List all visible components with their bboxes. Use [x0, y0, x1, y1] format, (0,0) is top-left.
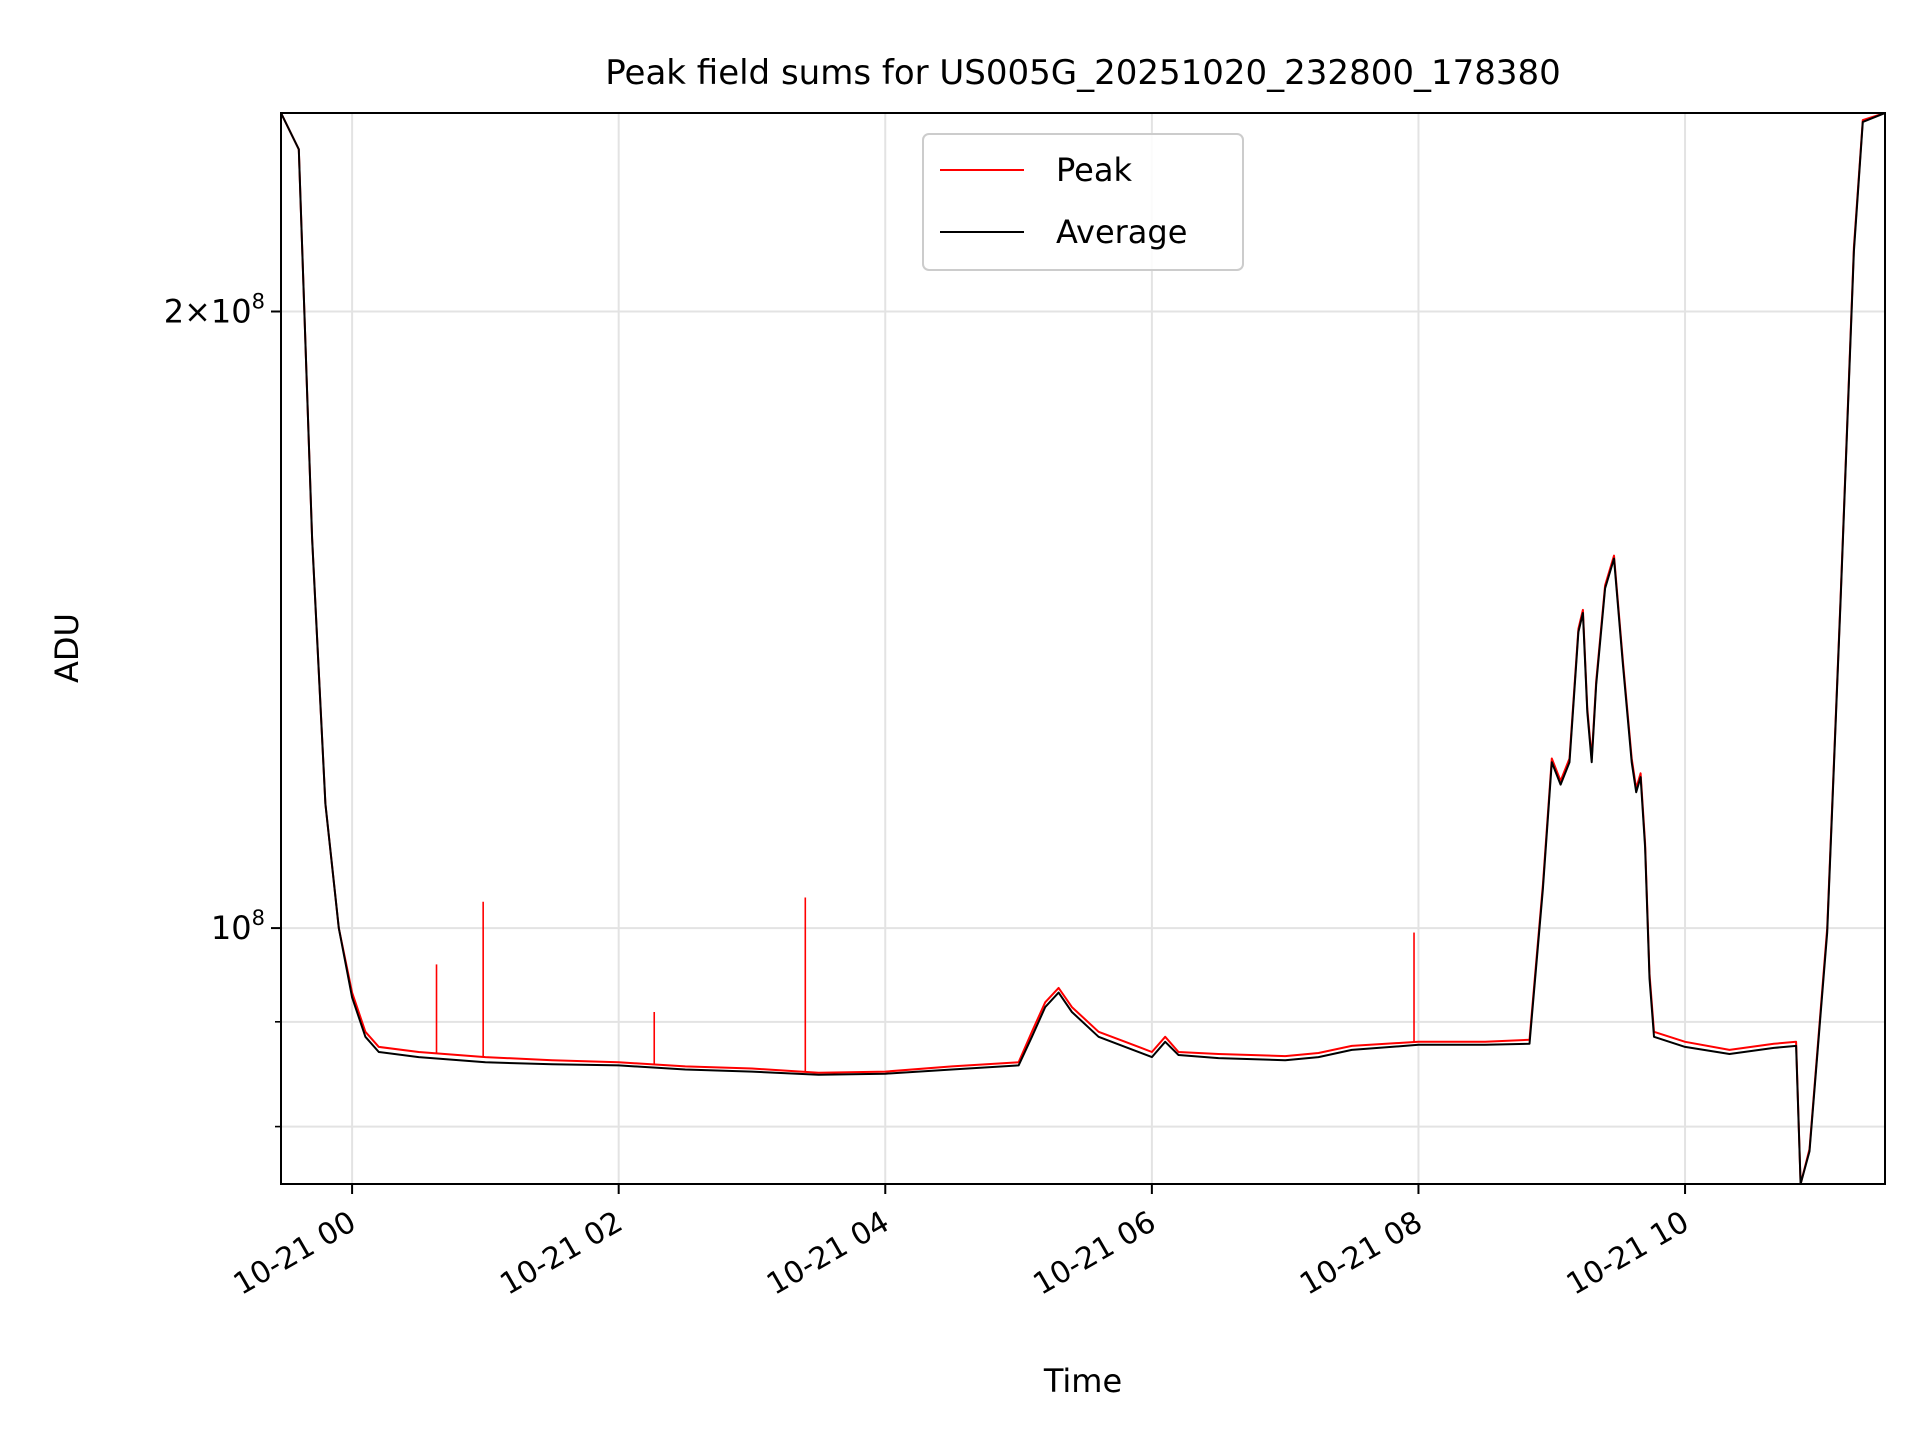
x-tick-label: 10-21 06 [1028, 1205, 1162, 1303]
plot-frame [280, 112, 1886, 1185]
x-tick-label: 10-21 08 [1294, 1205, 1428, 1303]
y-axis: 108 2×108 [164, 289, 281, 1128]
y-tick-label: 108 [211, 906, 265, 947]
legend: Peak Average [922, 133, 1244, 271]
x-axis-label: Time [1043, 1362, 1122, 1400]
legend-label: Average [1056, 213, 1187, 251]
y-tick-label: 2×108 [164, 289, 265, 330]
x-tick-label: 10-21 10 [1561, 1205, 1695, 1303]
y-axis-label: ADU [48, 613, 86, 683]
x-tick-label: 10-21 04 [761, 1205, 895, 1303]
x-axis: 10-21 00 10-21 02 10-21 04 10-21 06 10-21 08… [228, 1184, 1695, 1302]
series-line-peak [281, 113, 1885, 1184]
grid [281, 113, 1885, 1184]
x-tick-label: 10-21 00 [228, 1205, 362, 1303]
series-line-average [281, 113, 1885, 1184]
series-group [281, 113, 1885, 1184]
x-tick-label: 10-21 02 [494, 1205, 628, 1303]
legend-box [922, 133, 1244, 271]
series-layer [281, 113, 1885, 1184]
chart-title: Peak field sums for US005G_20251020_2328… [605, 53, 1561, 93]
legend-label: Peak [1056, 151, 1132, 189]
